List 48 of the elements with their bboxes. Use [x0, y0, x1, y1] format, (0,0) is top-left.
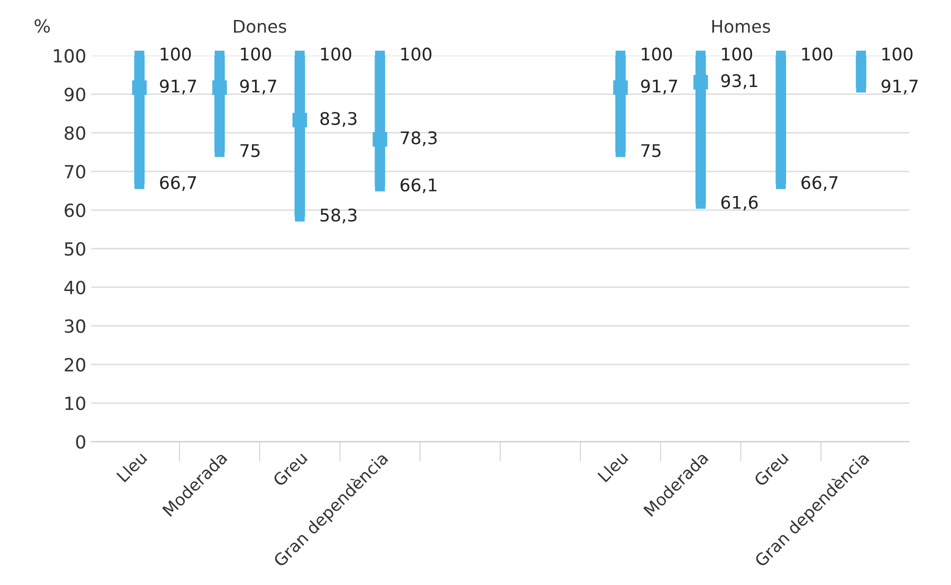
data-label: 78,3	[400, 131, 437, 146]
y-axis-title: %	[34, 19, 50, 33]
text: Homes	[712, 20, 770, 33]
point	[372, 132, 388, 147]
point	[212, 80, 227, 95]
data-label: 75	[240, 144, 260, 158]
data-label: 100	[802, 47, 832, 61]
data-label: 91,7	[160, 80, 196, 94]
data-label: 100	[882, 47, 912, 61]
data-label: 93,1	[721, 74, 758, 90]
point	[696, 50, 706, 60]
y-tick-label: 30	[64, 319, 86, 333]
text: Dones	[234, 20, 286, 33]
y-tick-label: 80	[64, 126, 86, 140]
point	[693, 74, 708, 90]
data-label: 100	[240, 47, 272, 61]
data-label: 61,6	[721, 196, 758, 211]
data-label: 100	[321, 47, 352, 61]
y-tick-label: 60	[64, 203, 86, 218]
y-tick-label: 70	[64, 164, 86, 179]
data-label: 91,7	[882, 80, 918, 94]
point	[294, 50, 305, 60]
data-label: 100	[642, 47, 672, 61]
point	[132, 80, 147, 95]
point	[696, 198, 706, 209]
data-label: 83,3	[320, 112, 356, 127]
data-label: 91,7	[641, 80, 678, 94]
data-label: 66,7	[160, 176, 196, 191]
y-tick-label: 40	[64, 280, 86, 294]
data-label: 75	[641, 144, 661, 158]
data-label: 66,7	[802, 176, 838, 191]
data-label: 58,3	[320, 208, 356, 224]
y-tick-label: 100	[54, 49, 86, 63]
data-label: 100	[401, 47, 432, 61]
y-tick-label: 90	[64, 88, 86, 102]
point	[613, 80, 628, 95]
point	[294, 212, 305, 222]
y-tick-label: 0	[76, 435, 86, 449]
data-label: 66,1	[400, 178, 436, 194]
point	[776, 179, 786, 190]
data-label: 100	[160, 47, 191, 61]
y-tick-label: 10	[65, 396, 86, 410]
y-tick-label: 50	[64, 242, 86, 256]
y-tick-label: 20	[64, 358, 86, 372]
point	[776, 50, 786, 60]
data-label: 91,7	[240, 80, 276, 94]
data-label: 100	[722, 47, 752, 61]
point	[292, 112, 308, 128]
